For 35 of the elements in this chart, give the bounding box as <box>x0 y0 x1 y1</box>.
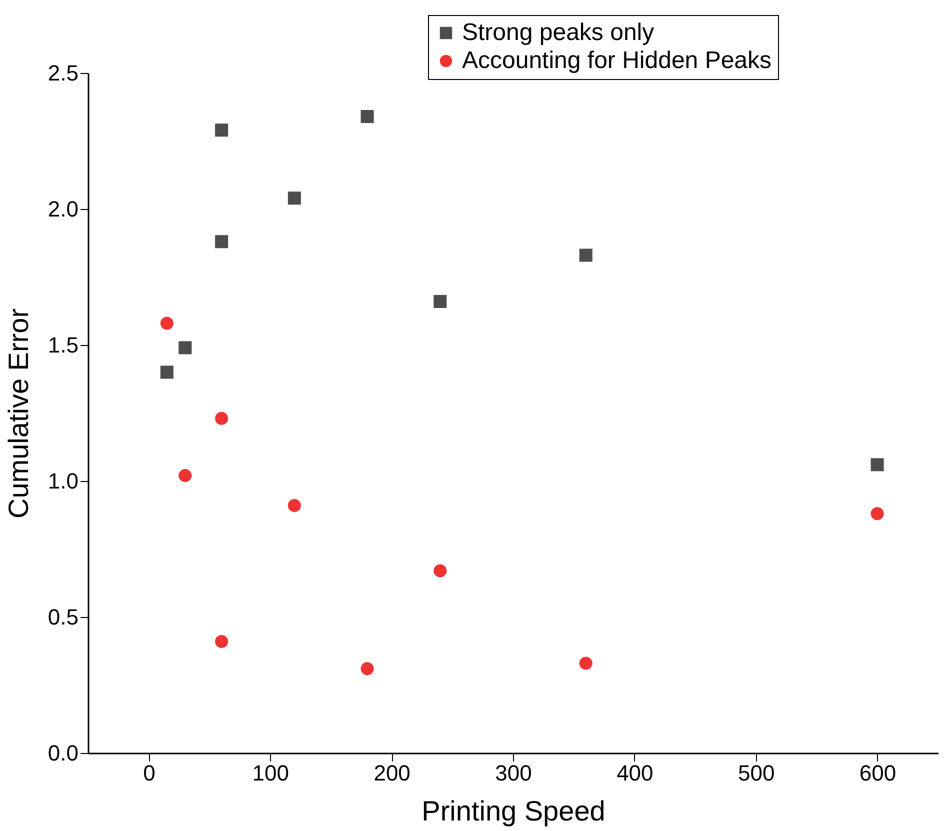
point <box>434 294 447 308</box>
x-tick-label: 200 <box>374 760 410 786</box>
y-axis-title: Cumulative Error <box>2 308 34 519</box>
point <box>215 412 228 425</box>
point <box>870 458 884 472</box>
y-tick-label: 0.5 <box>48 604 78 630</box>
y-tick-label: 1.5 <box>48 332 78 358</box>
point <box>178 341 192 354</box>
point <box>160 316 174 330</box>
x-tick-label: 0 <box>143 760 156 786</box>
point <box>215 124 228 137</box>
point <box>360 662 374 676</box>
legend-label: Strong peaks only <box>462 19 654 46</box>
x-tick-label: 300 <box>495 760 532 786</box>
point <box>215 634 228 648</box>
point <box>579 248 592 262</box>
x-tick-label: 500 <box>738 760 775 786</box>
point <box>870 507 884 520</box>
legend-label: Accounting for Hidden Peaks <box>462 47 772 74</box>
point <box>288 192 301 205</box>
point <box>579 656 592 670</box>
x-tick-label: 100 <box>252 760 289 786</box>
point <box>434 564 447 578</box>
x-tick-label: 600 <box>859 760 896 786</box>
point <box>360 110 374 124</box>
point <box>215 235 228 248</box>
y-tick-label: 0.0 <box>48 740 78 766</box>
point <box>160 366 174 379</box>
y-tick-label: 2.0 <box>48 196 78 222</box>
x-axis-title: Printing Speed <box>422 796 606 826</box>
y-tick-label: 2.5 <box>48 60 78 86</box>
y-tick-label: 1.0 <box>48 468 78 494</box>
x-tick-label: 400 <box>616 760 654 786</box>
point <box>178 469 192 482</box>
point <box>288 498 301 512</box>
